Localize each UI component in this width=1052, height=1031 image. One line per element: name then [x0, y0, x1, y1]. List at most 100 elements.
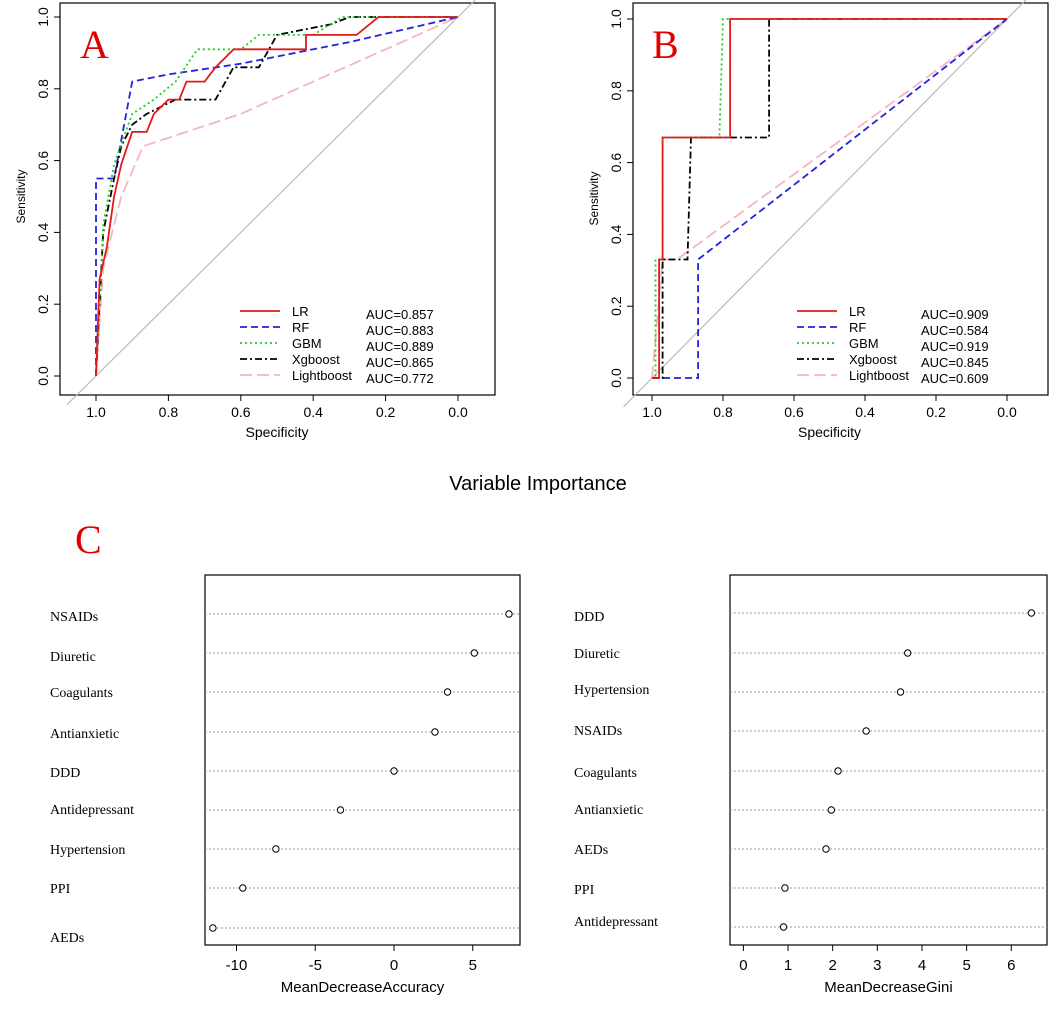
roc-b-legend-label-lr: LR: [849, 304, 866, 319]
gini-point: [903, 649, 912, 657]
gini-row-label: AEDs: [574, 843, 608, 858]
roc-b-xlabel: Specificity: [798, 424, 861, 440]
gini-xtick-label: 1: [784, 957, 792, 974]
roc-b-xtick-label: 0.2: [926, 404, 946, 420]
roc-a-series-xgboost: [95, 16, 458, 377]
acc-xtick-label: 5: [469, 957, 477, 974]
gini-xtick-label: 2: [829, 957, 837, 974]
acc-point: [209, 924, 217, 932]
roc-a-series-gbm: [95, 16, 458, 377]
roc-a-legend-label-gbm: GBM: [292, 336, 322, 351]
dotplot-accuracy: NSAIDs Diuretic Coagulants Antianxietic DDD A…: [50, 574, 521, 996]
roc-b-ytick-label: 1.0: [608, 9, 624, 29]
roc-b-ylabel: Sensitivity: [587, 171, 601, 225]
roc-a-xlabel: Specificity: [245, 424, 308, 440]
roc-a-ytick-label: 0.2: [35, 294, 51, 314]
acc-xtick-label: -5: [309, 957, 322, 974]
gini-row-label: Antidepressant: [574, 915, 658, 930]
roc-a-ytick-label: 0.8: [35, 79, 51, 99]
roc-a-xtick-label: 1.0: [86, 404, 106, 420]
roc-a-legend-auc-lightboost: AUC=0.772: [366, 371, 434, 386]
roc-b-legend-label-rf: RF: [849, 320, 866, 335]
roc-a-legend-label-xgboost: Xgboost: [292, 352, 340, 367]
roc-a-series-rf: [95, 16, 459, 376]
roc-a-legend-auc-xgboost: AUC=0.865: [366, 355, 434, 370]
roc-b-ytick-label: 0.4: [608, 224, 624, 244]
gini-point: [822, 845, 830, 853]
roc-b-ytick-label: 0.0: [608, 368, 624, 388]
roc-b-xtick-label: 0.6: [784, 404, 804, 420]
panel-label-b: B: [652, 22, 679, 67]
acc-point: [272, 845, 280, 853]
gini-row-label: NSAIDs: [574, 724, 622, 739]
gini-xtick-label: 5: [962, 957, 970, 974]
acc-row-label: Diuretic: [50, 650, 96, 665]
roc-a-legend-auc-lr: AUC=0.857: [366, 307, 434, 322]
roc-a-xtick-label: 0.6: [231, 404, 251, 420]
acc-xtick-label: 0: [390, 957, 398, 974]
roc-b-legend-label-lightboost: Lightboost: [849, 368, 909, 383]
roc-a-series-lightboost: [95, 16, 459, 377]
roc-b-xtick-label: 0.8: [713, 404, 733, 420]
roc-b-legend-label-gbm: GBM: [849, 336, 879, 351]
gini-xlabel: MeanDecreaseGini: [824, 979, 952, 996]
roc-a-xtick-label: 0.2: [376, 404, 396, 420]
acc-point: [505, 610, 513, 618]
acc-row-label: Antidepressant: [50, 803, 134, 818]
acc-row-label: Antianxietic: [50, 727, 119, 742]
acc-xtick-label: -10: [226, 957, 248, 974]
roc-a-legend-label-lightboost: Lightboost: [292, 368, 352, 383]
roc-a-diagonal: [66, 0, 476, 406]
roc-b-series-lr: [652, 18, 1007, 379]
gini-xtick-label: 3: [873, 957, 881, 974]
gini-point: [862, 727, 870, 735]
acc-point: [470, 649, 479, 657]
figure-title: Variable Importance: [449, 473, 627, 495]
acc-row-label: AEDs: [50, 931, 84, 946]
roc-a-legend-auc-gbm: AUC=0.889: [366, 339, 434, 354]
acc-point: [431, 728, 439, 736]
roc-a-legend-label-rf: RF: [292, 320, 309, 335]
gini-row-label: Hypertension: [574, 683, 649, 698]
acc-point: [390, 767, 398, 775]
roc-b-legend-auc-lightboost: AUC=0.609: [921, 371, 989, 386]
roc-a-legend-auc-rf: AUC=0.883: [366, 323, 434, 338]
panel-label-a: A: [80, 22, 109, 67]
gini-xtick-label: 4: [918, 957, 926, 974]
plot-frame-c2: [729, 574, 1048, 946]
roc-b-xtick-label: 0.0: [997, 404, 1017, 420]
gini-row-label: DDD: [574, 610, 604, 625]
gini-row-label: Antianxietic: [574, 803, 643, 818]
plot-frame-c1: [204, 574, 521, 946]
dotplot-gini: DDD Diuretic Hypertension NSAIDs Coagulants A…: [574, 574, 1048, 996]
gini-row-label: Coagulants: [574, 766, 637, 781]
roc-a-ytick-label: 1.0: [35, 7, 51, 27]
roc-b-legend-label-xgboost: Xgboost: [849, 352, 897, 367]
acc-row-label: DDD: [50, 766, 80, 781]
roc-b-diagonal: [623, 0, 1027, 408]
gini-point: [834, 767, 842, 775]
panel-label-c: C: [75, 517, 102, 562]
roc-b-legend-auc-rf: AUC=0.584: [921, 323, 989, 338]
roc-a-legend-label-lr: LR: [292, 304, 309, 319]
acc-xlabel: MeanDecreaseAccuracy: [281, 979, 445, 996]
acc-point: [336, 806, 345, 814]
roc-b-xtick-label: 1.0: [642, 404, 662, 420]
roc-a-series-lr: [95, 16, 458, 377]
roc-a-ytick-label: 0.6: [35, 151, 51, 171]
roc-panel-b: B 1.0 0.8 0.6 0.4 0.2 0.0 Specificity 0.0 0.2 0.4…: [587, 0, 1049, 440]
roc-b-xtick-label: 0.4: [855, 404, 875, 420]
roc-b-ytick-label: 0.8: [608, 81, 624, 101]
roc-a-xtick-label: 0.0: [448, 404, 468, 420]
roc-a-ytick-label: 0.0: [35, 366, 51, 386]
gini-xtick-label: 0: [739, 957, 747, 974]
roc-b-legend-auc-gbm: AUC=0.919: [921, 339, 989, 354]
gini-point: [779, 923, 788, 931]
gini-point: [1027, 609, 1036, 617]
acc-row-label: Hypertension: [50, 843, 125, 858]
roc-b-legend-auc-xgboost: AUC=0.845: [921, 355, 989, 370]
roc-a-xtick-label: 0.4: [303, 404, 323, 420]
gini-point: [781, 884, 789, 892]
roc-a-ytick-label: 0.4: [35, 222, 51, 242]
roc-b-ytick-label: 0.2: [608, 296, 624, 316]
